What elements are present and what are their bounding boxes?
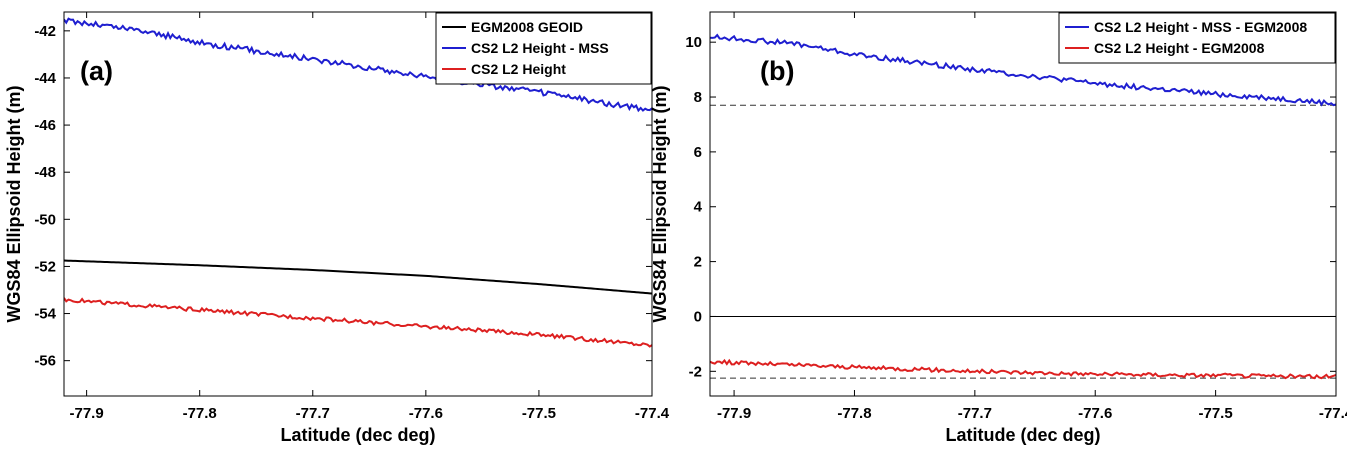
y-tick-label: -54 — [34, 306, 56, 323]
y-tick-label: -48 — [34, 164, 56, 181]
plot-frame — [709, 11, 1337, 397]
series-line-cs2-l2-height — [64, 297, 652, 348]
x-tick-label: -77.6 — [1078, 405, 1112, 422]
y-tick-label: -2 — [689, 363, 702, 380]
y-tick-label: 8 — [694, 89, 702, 106]
x-tick-label: -77.5 — [522, 405, 556, 422]
series-line-cs2-l2-height-mss — [64, 17, 652, 113]
x-tick-label: -77.8 — [837, 405, 871, 422]
legend: EGM2008 GEOID CS2 L2 Height - MSS CS2 L2 H… — [435, 12, 652, 85]
x-tick-label: -77.8 — [183, 405, 217, 422]
x-tick-label: -77.7 — [958, 405, 992, 422]
x-tick-label: -77.9 — [717, 405, 751, 422]
y-tick-label: 2 — [694, 254, 702, 271]
x-tick-label: -77.5 — [1199, 405, 1233, 422]
legend: CS2 L2 Height - MSS - EGM2008 CS2 L2 Heig… — [1058, 12, 1336, 64]
y-tick-label: 0 — [694, 308, 702, 325]
y-axis-label: WGS84 Ellipsoid Height (m) — [4, 85, 24, 322]
series-line-egm2008-geoid — [64, 259, 652, 295]
chart-panel-b: -77.9 -77.8 -77.7 -77.6 -77.5 -77.4 -2 0 2 4 6 8 10 L… — [650, 11, 1347, 445]
y-tick-label: 6 — [694, 144, 702, 161]
legend-box — [435, 12, 652, 85]
panel-label: (a) — [80, 56, 113, 86]
x-tick-label: -77.4 — [635, 405, 670, 422]
legend-entry-cs2-l2-height: CS2 L2 Height — [471, 61, 566, 77]
y-tick-label: -44 — [34, 70, 56, 87]
y-axis-label: WGS84 Ellipsoid Height (m) — [650, 85, 670, 322]
x-tick-label: -77.6 — [409, 405, 443, 422]
x-axis-label: Latitude (dec deg) — [945, 425, 1100, 445]
x-axis-label: Latitude (dec deg) — [280, 425, 435, 445]
y-tick-label: -56 — [34, 353, 56, 370]
legend-entry-egm2008-geoid: EGM2008 GEOID — [471, 19, 583, 35]
chart-panel-a: -77.9 -77.8 -77.7 -77.6 -77.5 -77.4 -56 -54 -52 -… — [4, 11, 670, 445]
x-tick-label: -77.4 — [1319, 405, 1347, 422]
y-tick-label: -50 — [34, 211, 56, 228]
x-tick-label: -77.7 — [296, 405, 330, 422]
x-tick-label: -77.9 — [70, 405, 104, 422]
y-tick-label: -42 — [34, 23, 56, 40]
panel-label: (b) — [760, 56, 794, 86]
series-line-cs2-l2-height-mss-egm2008 — [710, 33, 1336, 107]
legend-box — [1058, 12, 1336, 64]
legend-entry-cs2-l2-height-mss: CS2 L2 Height - MSS — [471, 40, 609, 56]
plot-frame — [63, 11, 653, 397]
legend-entry-cs2-l2-height-egm2008: CS2 L2 Height - EGM2008 — [1094, 40, 1265, 56]
y-tick-label: -46 — [34, 117, 56, 134]
legend-entry-cs2-l2-height-mss-egm2008: CS2 L2 Height - MSS - EGM2008 — [1094, 19, 1307, 35]
series-line-cs2-l2-height-egm2008 — [710, 358, 1336, 380]
y-tick-label: 4 — [694, 199, 703, 216]
y-tick-label: 10 — [685, 34, 702, 51]
y-tick-label: -52 — [34, 258, 56, 275]
